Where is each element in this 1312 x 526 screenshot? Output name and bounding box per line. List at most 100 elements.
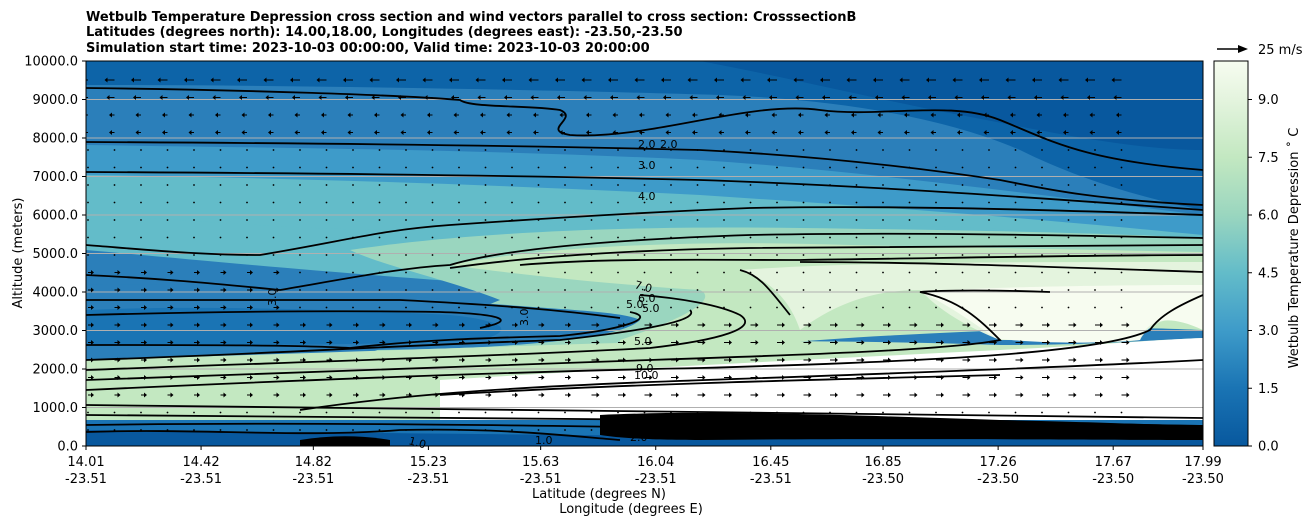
wind-vector	[299, 201, 301, 204]
wind-vector	[356, 340, 359, 345]
wind-vector	[458, 166, 460, 169]
wind-vector	[250, 322, 253, 328]
wind-vector	[409, 340, 412, 345]
wind-vector	[144, 340, 147, 345]
wind-vector	[1014, 271, 1017, 274]
wind-vector	[875, 95, 878, 100]
wind-vector	[776, 236, 778, 239]
wind-vector	[325, 149, 328, 151]
wind-vector	[1041, 201, 1043, 204]
wind-vector	[1120, 271, 1123, 274]
wind-vector	[511, 201, 513, 204]
wind-vector	[723, 201, 725, 204]
wind-vector	[829, 411, 831, 414]
wind-vector	[352, 271, 354, 274]
wind-vector	[484, 254, 487, 256]
wind-vector	[250, 392, 253, 398]
wind-vector	[808, 375, 812, 380]
wind-vector	[808, 357, 812, 363]
wind-vector	[1014, 254, 1017, 256]
wind-vector	[87, 254, 89, 256]
wind-vector	[1126, 322, 1130, 328]
wind-vector	[458, 201, 460, 204]
wind-vector	[1063, 130, 1066, 135]
x-tick-label-lat: 15.23	[410, 455, 447, 470]
wind-vector	[782, 357, 785, 363]
wind-vector	[723, 254, 725, 256]
wind-vector	[325, 236, 328, 239]
wind-vector	[511, 289, 513, 291]
wind-vector	[374, 130, 377, 135]
wind-vector	[935, 271, 937, 274]
wind-vector	[1094, 184, 1096, 186]
wind-vector	[144, 375, 147, 380]
wind-vector	[882, 201, 884, 204]
wind-vector	[435, 375, 439, 380]
wind-vector	[292, 95, 295, 100]
y-tick-label: 9000.0	[33, 93, 79, 108]
wind-vector	[643, 184, 646, 186]
wind-vector	[855, 236, 858, 239]
wind-vector	[117, 375, 121, 380]
wind-vector	[1041, 166, 1043, 169]
wind-vector	[649, 375, 653, 380]
wind-vector	[855, 411, 858, 414]
wind-vector	[829, 236, 831, 239]
wind-vector	[431, 219, 434, 221]
wind-vector	[537, 219, 540, 221]
wind-vector	[1120, 289, 1123, 291]
wind-vector	[586, 112, 589, 118]
wind-vector	[157, 77, 161, 83]
wind-vector	[1010, 112, 1013, 118]
wind-vector	[908, 219, 911, 221]
wind-vector	[1120, 149, 1123, 151]
x-tick-label-lon: -23.51	[292, 472, 334, 487]
wind-vector	[568, 357, 571, 363]
wind-vector	[687, 77, 691, 83]
wind-vector	[855, 271, 858, 274]
wind-vector	[1094, 166, 1096, 169]
wind-vector	[352, 306, 354, 309]
wind-vector	[914, 340, 918, 345]
wind-vector	[729, 392, 732, 398]
wind-vector	[1047, 322, 1050, 328]
wind-vector	[170, 340, 174, 345]
wind-vector	[106, 95, 110, 100]
wind-vector	[113, 236, 116, 239]
wind-vector	[170, 392, 174, 398]
wind-vector	[193, 429, 195, 431]
wind-vector	[197, 287, 200, 293]
wind-vector	[935, 411, 937, 414]
wind-vector	[272, 166, 275, 169]
y-tick-label: 3000.0	[33, 324, 79, 339]
wind-vector	[272, 429, 275, 431]
wind-vector	[617, 219, 619, 221]
wind-vector	[166, 166, 169, 169]
wind-vector	[484, 184, 487, 186]
wind-vector	[979, 77, 982, 83]
wind-vector	[325, 411, 328, 414]
wind-vector	[422, 77, 426, 83]
wind-vector	[1113, 95, 1117, 100]
wind-vector	[877, 130, 881, 135]
wind-vector	[250, 270, 253, 275]
wind-vector	[276, 287, 280, 293]
wind-vector	[908, 254, 911, 256]
wind-vector	[299, 254, 301, 256]
wind-vector	[623, 340, 626, 345]
wind-vector	[702, 340, 706, 345]
wind-vector	[755, 375, 759, 380]
wind-vector	[378, 149, 381, 151]
wind-vector	[1020, 392, 1024, 398]
wind-vector	[488, 357, 492, 363]
wind-vector	[617, 166, 619, 169]
wind-vector	[612, 112, 616, 118]
wind-vector	[908, 166, 911, 169]
wind-vector	[263, 77, 267, 83]
wind-vector	[1094, 306, 1096, 309]
wind-vector	[596, 322, 600, 328]
y-tick-label: 0.0	[57, 440, 78, 455]
wind-vector	[559, 130, 563, 135]
wind-vector	[590, 271, 593, 274]
wind-vector	[303, 392, 306, 398]
